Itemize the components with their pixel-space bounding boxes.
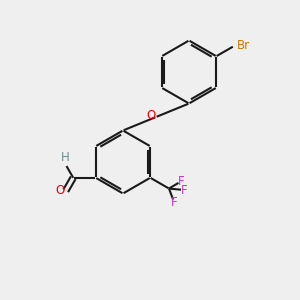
- Text: O: O: [147, 109, 156, 122]
- Text: F: F: [178, 175, 185, 188]
- Text: O: O: [56, 184, 65, 197]
- Text: H: H: [61, 151, 69, 164]
- Text: F: F: [181, 184, 188, 196]
- Text: Br: Br: [237, 39, 250, 52]
- Text: F: F: [171, 196, 178, 209]
